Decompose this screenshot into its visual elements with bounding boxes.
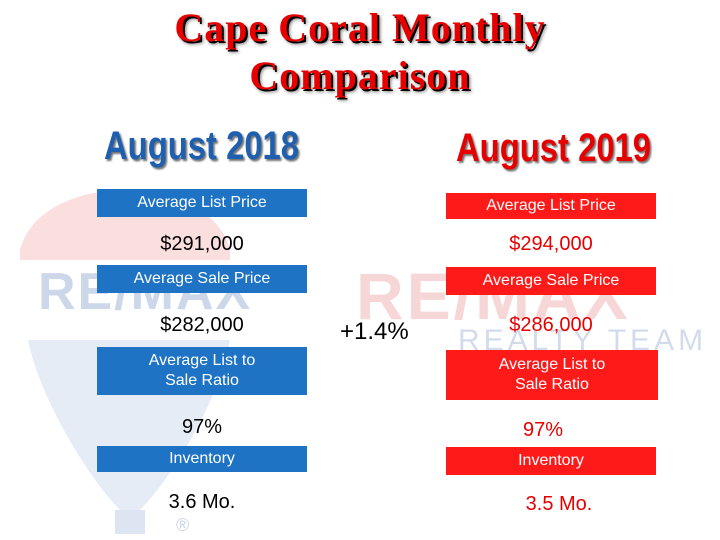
- title-line-1: Cape Coral Monthly: [174, 5, 546, 50]
- left-ratio-label: Average List to Sale Ratio: [97, 347, 307, 395]
- sale-price-change: +1.4%: [340, 318, 409, 345]
- right-ratio-label: Average List to Sale Ratio: [446, 350, 658, 400]
- left-ratio-label-line-2: Sale Ratio: [165, 372, 239, 389]
- right-ratio-value: 97%: [522, 419, 564, 441]
- left-sale-price-label: Average Sale Price: [97, 265, 307, 293]
- right-ratio-label-line-1: Average List to: [498, 356, 606, 373]
- right-sale-price-value: $286,000: [509, 314, 593, 336]
- title-line-2: Comparison: [249, 53, 471, 98]
- right-ratio-label-line-2: Sale Ratio: [515, 376, 589, 393]
- right-inventory-label: Inventory: [446, 447, 656, 475]
- right-list-price-label: Average List Price: [446, 193, 656, 219]
- left-list-price-value: $291,000: [160, 233, 244, 255]
- left-ratio-value: 97%: [181, 416, 223, 438]
- left-sale-price-value: $282,000: [160, 314, 244, 336]
- heading-august-2018: August 2018: [104, 124, 300, 168]
- page-title: Cape Coral Monthly Comparison: [0, 4, 720, 100]
- right-list-price-value: $294,000: [509, 233, 593, 255]
- heading-august-2019: August 2019: [456, 126, 652, 170]
- registered-mark: ®: [176, 515, 190, 535]
- left-inventory-label: Inventory: [97, 446, 307, 472]
- right-sale-price-label: Average Sale Price: [446, 267, 656, 295]
- left-ratio-label-line-1: Average List to: [148, 352, 256, 369]
- left-list-price-label: Average List Price: [97, 189, 307, 217]
- left-inventory-value: 3.6 Mo.: [168, 491, 236, 513]
- right-inventory-value: 3.5 Mo.: [525, 493, 593, 515]
